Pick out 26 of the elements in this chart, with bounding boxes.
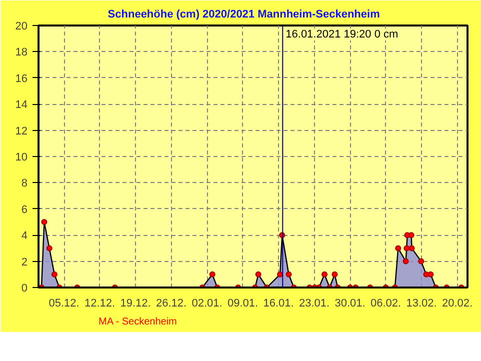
y-tick-label: 6 (21, 204, 28, 216)
x-tick-label: 16.01. (263, 298, 294, 310)
y-tick-label: 0 (21, 282, 28, 294)
text: MA - Seckenheim (98, 316, 177, 328)
x-tick-label: 12.12. (84, 298, 116, 310)
x-tick-label: 26.12. (156, 298, 187, 310)
y-tick-label: 2 (21, 256, 28, 268)
x-tick-label: 09.01. (227, 298, 258, 310)
y-tick-label: 10 (15, 152, 28, 164)
y-tick-label: 4 (21, 230, 28, 242)
ref-line-label: 16.01.2021 19:20 0 cm (286, 28, 398, 40)
x-tick-label: 02.01. (192, 298, 222, 310)
y-tick-label: 20 (15, 20, 28, 32)
x-tick-label: 13.02. (406, 298, 437, 310)
y-tick-label: 14 (15, 99, 28, 112)
y-tick-label: 8 (21, 178, 28, 190)
x-tick-label: 05.12. (48, 298, 80, 310)
x-tick-label: 19.12. (120, 298, 151, 310)
x-tick-label: 23.01. (298, 298, 330, 310)
x-tick-label: 20.02. (442, 298, 473, 310)
x-tick-label: 30.01. (334, 298, 366, 310)
x-tick-label: 06.02. (370, 298, 402, 310)
y-tick-label: 18 (15, 46, 28, 59)
y-tick-label: 12 (15, 125, 28, 138)
chart-title: Schneehöhe (cm) 2020/2021 Mannheim-Seckenheim (108, 8, 380, 20)
y-tick-label: 16 (15, 72, 28, 85)
